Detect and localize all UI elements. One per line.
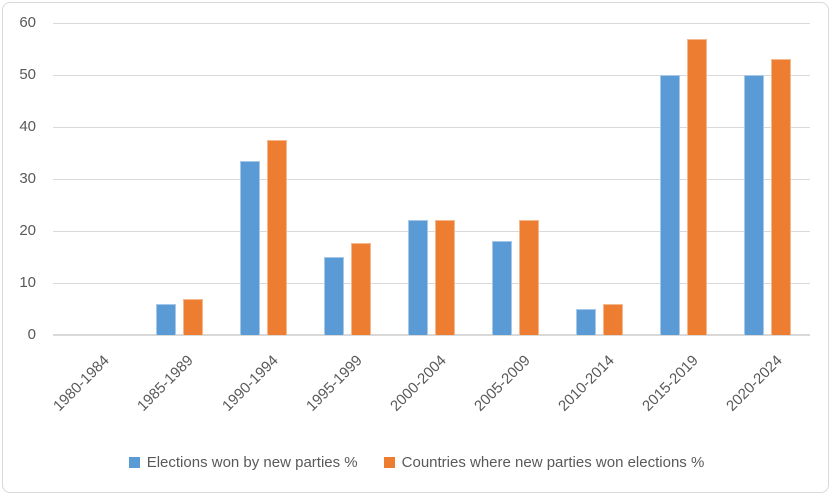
x-axis-label-2000-2004: 2000-2004 <box>386 352 450 415</box>
bar-blue-2020-2024 <box>744 75 765 335</box>
y-axis-label-30: 30 <box>19 170 36 187</box>
y-axis-label-10: 10 <box>19 274 36 291</box>
bar-orange-1985-1989 <box>182 298 203 335</box>
bar-blue-1990-1994 <box>239 160 260 335</box>
bar-blue-1995-1999 <box>323 257 344 335</box>
x-axis-line <box>53 334 810 336</box>
bar-orange-2005-2009 <box>519 219 540 335</box>
x-axis-label-2020-2024: 2020-2024 <box>723 352 786 415</box>
gridline-y-40 <box>53 126 810 128</box>
legend-swatch-blue-icon <box>128 457 140 468</box>
legend: Elections won by new parties % Countries… <box>0 454 833 471</box>
legend-item-elections-won: Elections won by new parties % <box>128 454 358 471</box>
bar-blue-2015-2019 <box>660 75 681 335</box>
y-axis-label-40: 40 <box>19 118 36 135</box>
x-axis-label-2010-2014: 2010-2014 <box>555 352 618 415</box>
bar-blue-1985-1989 <box>155 303 176 335</box>
bar-blue-2010-2014 <box>576 309 597 335</box>
gridline-y-30 <box>53 178 810 180</box>
x-axis-label-2015-2019: 2015-2019 <box>639 352 702 415</box>
bar-orange-1995-1999 <box>350 243 371 335</box>
x-axis-label-2005-2009: 2005-2009 <box>470 352 534 415</box>
bar-orange-2000-2004 <box>435 219 455 335</box>
y-axis-label-0: 0 <box>27 326 36 343</box>
legend-item-countries: Countries where new parties won election… <box>383 454 705 471</box>
x-axis-label-1980-1984: 1980-1984 <box>50 352 114 415</box>
x-axis-label-1990-1994: 1990-1994 <box>218 352 282 415</box>
bar-orange-2020-2024 <box>771 59 792 335</box>
x-axis-label-1995-1999: 1995-1999 <box>302 352 366 415</box>
legend-swatch-orange-icon <box>383 457 395 468</box>
y-axis-label-20: 20 <box>19 222 36 239</box>
bar-orange-2010-2014 <box>603 303 624 335</box>
legend-label-countries: Countries where new parties won election… <box>401 454 705 471</box>
gridline-y-50 <box>53 74 810 76</box>
gridline-y-60 <box>53 22 810 24</box>
bar-orange-1990-1994 <box>266 140 287 335</box>
gridline-y-20 <box>53 230 810 232</box>
y-axis-label-50: 50 <box>19 66 36 83</box>
bar-orange-2015-2019 <box>687 38 708 335</box>
bar-blue-2005-2009 <box>492 241 513 335</box>
legend-label-elections-won: Elections won by new parties % <box>146 454 358 471</box>
gridline-y-10 <box>53 282 810 284</box>
y-axis-label-60: 60 <box>19 14 36 31</box>
bar-blue-2000-2004 <box>408 219 428 335</box>
x-axis-label-1985-1989: 1985-1989 <box>134 352 198 415</box>
